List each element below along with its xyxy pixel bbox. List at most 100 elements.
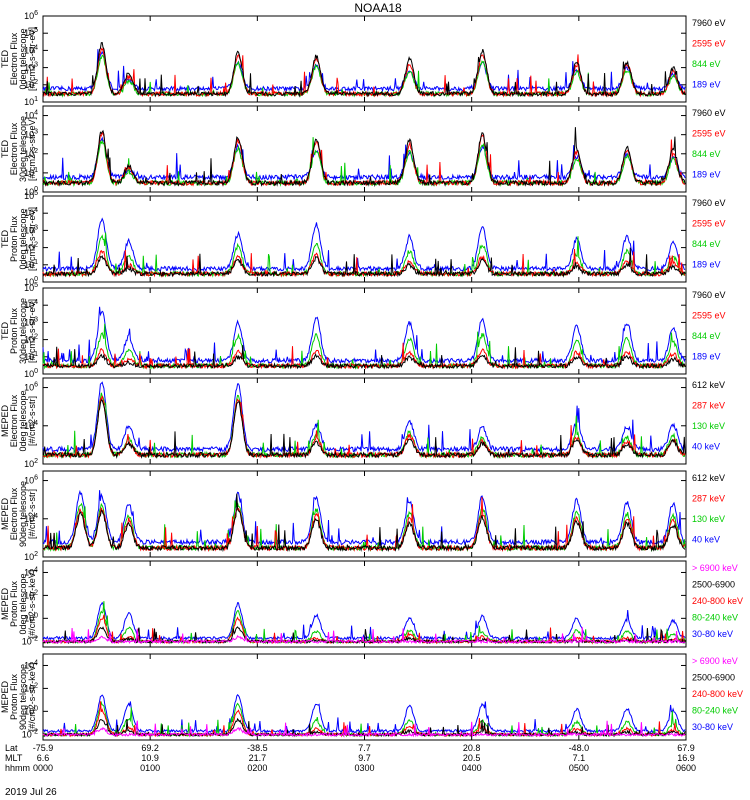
mlt-value: 20.5 xyxy=(463,753,481,763)
legend-entry-4: 40 keV xyxy=(692,441,720,451)
legend-entry-2: 2595 eV xyxy=(692,310,726,320)
y-tick-label: 101 xyxy=(24,351,38,362)
y-tick-label: 104 xyxy=(24,513,38,524)
y-tick-label: 105 xyxy=(24,282,38,293)
bottom-axis-table: LatMLThhmm-75.96.6000069.210.90100-38.52… xyxy=(5,743,696,773)
legend-entry-1: 612 keV xyxy=(692,380,725,390)
y-axis-label: TEDProton Flux30deg telescope[#/cm2-s-st… xyxy=(0,298,37,364)
legend-entry-5: 30-80 keV xyxy=(692,629,733,639)
mlt-value: 7.1 xyxy=(573,753,586,763)
panel-stack: 101 102 103 104 105 106 TEDElectron Flux0deg t… xyxy=(0,10,743,741)
series-40-kev xyxy=(43,489,686,547)
legend-entry-3: 240-800 keV xyxy=(692,689,743,699)
y-tick-label: 100 xyxy=(24,612,38,623)
y-tick-label: 104 xyxy=(24,299,38,310)
y-tick-label: 102 xyxy=(24,458,38,469)
series-30-80-kev xyxy=(42,601,686,641)
y-tick-label: 100 xyxy=(24,186,38,197)
y-axis-label: MEPEDElectron Flux90deg telescope[#/cm2-… xyxy=(0,481,37,547)
mlt-value: 9.7 xyxy=(358,753,371,763)
legend-entry-4: 189 eV xyxy=(692,351,721,361)
y-tick-label: 100 xyxy=(24,276,38,287)
lat-value: -48.0 xyxy=(569,743,590,753)
axis-row-label-hhmm: hhmm xyxy=(5,763,30,773)
y-tick-label: 101 xyxy=(24,259,38,270)
series-7960-ev xyxy=(42,127,686,188)
hhmm-value: 0300 xyxy=(354,763,374,773)
lat-value: -75.9 xyxy=(33,743,54,753)
mlt-value: 10.9 xyxy=(141,753,159,763)
legend-entry-4: 40 keV xyxy=(692,534,720,544)
y-tick-label: 102 xyxy=(24,682,38,693)
legend-entry-2: 2595 eV xyxy=(692,128,726,138)
y-tick-label: 104 xyxy=(24,659,38,670)
legend-entry-2: 2595 eV xyxy=(692,218,726,228)
y-tick-label: 102 xyxy=(24,589,38,600)
series-189-ev xyxy=(42,136,686,182)
legend-entry-3: 130 keV xyxy=(692,514,725,524)
legend-entry-2: 287 keV xyxy=(692,400,725,410)
y-tick-label: 104 xyxy=(24,566,38,577)
legend-entry-3: 844 eV xyxy=(692,59,721,69)
y-tick-label: 106 xyxy=(24,10,38,21)
legend-entry-1: 7960 eV xyxy=(692,18,726,28)
mlt-value: 6.6 xyxy=(37,753,50,763)
chart-title: NOAA18 xyxy=(354,1,402,15)
y-tick-label: 102 xyxy=(24,242,38,253)
series-7960-ev xyxy=(42,345,686,370)
panel-frame xyxy=(42,653,687,741)
y-axis-label: MEPEDElectron Flux0deg telescope[#/cm2-s… xyxy=(0,390,37,451)
y-tick-label: 100 xyxy=(24,705,38,716)
series-7960-ev xyxy=(42,42,686,98)
series--6900-kev xyxy=(42,720,686,738)
y-tick-label: 102 xyxy=(24,148,38,159)
legend-entry-1: 7960 eV xyxy=(692,108,726,118)
y-tick-label: 104 xyxy=(24,44,38,55)
y-tick-label: 102 xyxy=(24,334,38,345)
series-612-kev xyxy=(42,493,686,553)
date-label: 2019 Jul 26 xyxy=(5,787,57,798)
axis-row-label-mlt: MLT xyxy=(5,753,23,763)
hhmm-value: 0500 xyxy=(569,763,589,773)
y-tick-label: 105 xyxy=(24,190,38,201)
y-axis-label: MEPEDProton Flux0deg telescope[#/cm2-s-s… xyxy=(0,570,37,639)
y-tick-label: 103 xyxy=(24,316,38,327)
y-tick-label: 105 xyxy=(24,27,38,38)
legend-entry-4: 189 eV xyxy=(692,79,721,89)
lat-value: 7.7 xyxy=(358,743,371,753)
series-189-ev xyxy=(42,217,686,273)
series-612-kev xyxy=(42,398,686,460)
legend-entry-3: 240-800 keV xyxy=(692,596,743,606)
hhmm-value: 0400 xyxy=(462,763,482,773)
legend-entry-3: 844 eV xyxy=(692,331,721,341)
y-axis-label: TEDProton Flux0deg telescope[#/cm2-s-str… xyxy=(0,207,37,271)
y-axis-label: TEDElectron Flux30deg telescope[#/cm2-s-… xyxy=(0,116,37,182)
series-287-kev xyxy=(42,395,686,460)
panel-4: 100 101 102 103 104 105 TEDProton Flux30deg te… xyxy=(0,282,726,379)
legend-entry-1: > 6900 keV xyxy=(692,563,738,573)
series-130-kev xyxy=(42,500,686,553)
legend-entry-1: 7960 eV xyxy=(692,198,726,208)
legend-entry-3: 844 eV xyxy=(692,239,721,249)
y-tick-label: 103 xyxy=(24,129,38,140)
y-tick-label: 101 xyxy=(24,96,38,107)
lat-value: 20.8 xyxy=(463,743,481,753)
y-tick-label: 103 xyxy=(24,224,38,235)
y-tick-label: 10-2 xyxy=(22,635,38,646)
y-axis-label: MEPEDProton Flux90deg telescope[#/cm2-s-… xyxy=(0,663,37,732)
y-tick-label: 102 xyxy=(24,551,38,562)
series-30-80-kev xyxy=(42,694,686,734)
lat-value: -38.5 xyxy=(247,743,268,753)
y-tick-label: 106 xyxy=(24,475,38,486)
hhmm-value: 0100 xyxy=(140,763,160,773)
lat-value: 69.2 xyxy=(141,743,159,753)
hhmm-value: 0000 xyxy=(33,763,53,773)
y-tick-label: 103 xyxy=(24,62,38,73)
panel-3: 100 101 102 103 104 105 TEDProton Flux0deg tel… xyxy=(0,190,726,287)
y-tick-label: 104 xyxy=(24,420,38,431)
legend-entry-3: 130 keV xyxy=(692,421,725,431)
